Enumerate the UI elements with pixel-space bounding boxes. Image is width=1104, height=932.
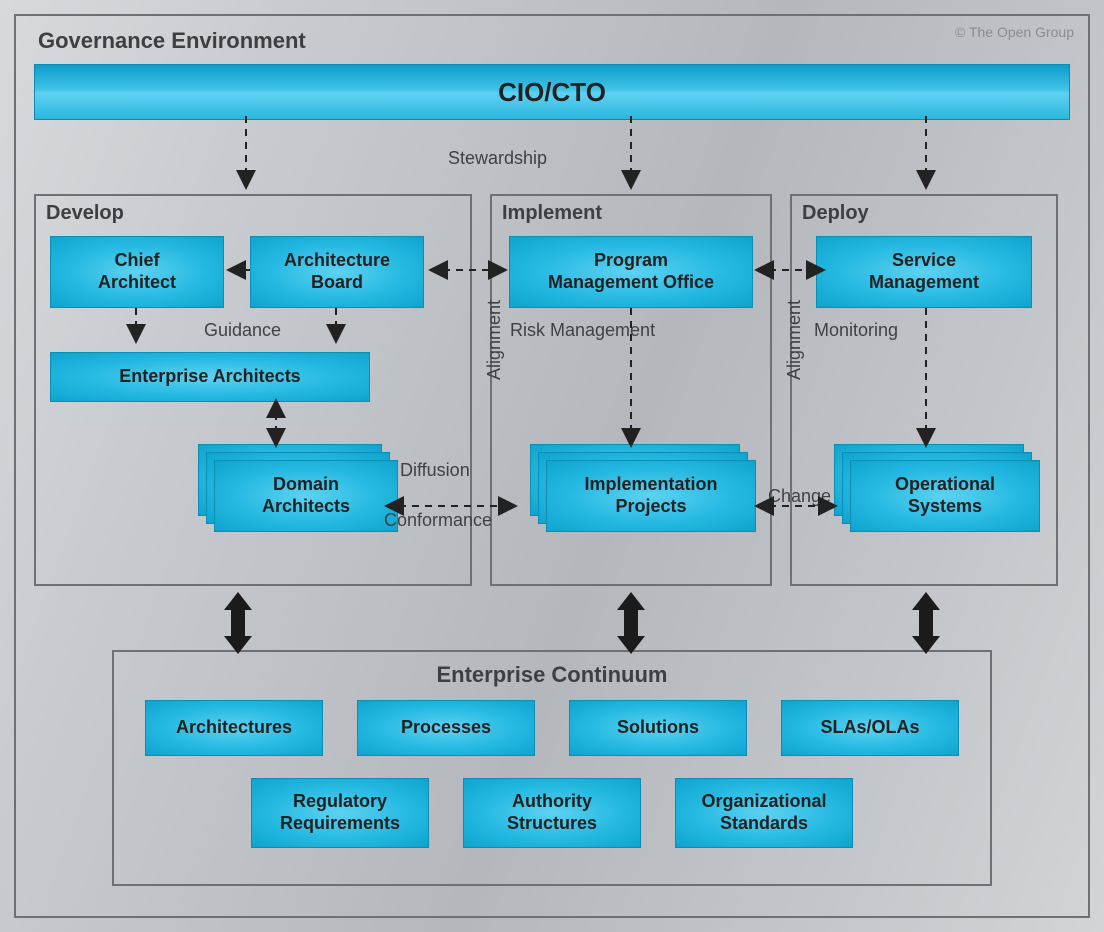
deploy-title: Deploy xyxy=(802,202,869,225)
stack-op-systems: Operational Systems xyxy=(850,460,1040,532)
node-slas-olas: SLAs/OLAs xyxy=(781,700,959,756)
middle-row: Develop Chief Architect Architecture Boa… xyxy=(34,194,1070,586)
label-guidance: Guidance xyxy=(204,320,281,341)
implement-frame: Implement Program Management Office Risk… xyxy=(490,194,772,586)
node-pmo: Program Management Office xyxy=(509,236,753,308)
node-authority: Authority Structures xyxy=(463,778,641,848)
node-impl-projects: Implementation Projects xyxy=(546,460,756,532)
node-processes: Processes xyxy=(357,700,535,756)
label-conformance: Conformance xyxy=(384,510,492,531)
node-chief-architect: Chief Architect xyxy=(50,236,224,308)
node-enterprise-architects: Enterprise Architects xyxy=(50,352,370,402)
node-org-standards: Organizational Standards xyxy=(675,778,853,848)
node-regulatory: Regulatory Requirements xyxy=(251,778,429,848)
implement-title: Implement xyxy=(502,202,602,225)
governance-frame: Governance Environment © The Open Group … xyxy=(14,14,1090,918)
continuum-row-2: Regulatory Requirements Authority Struct… xyxy=(128,778,976,848)
label-stewardship: Stewardship xyxy=(448,148,547,169)
continuum-row-1: Architectures Processes Solutions SLAs/O… xyxy=(128,700,976,756)
continuum-frame: Enterprise Continuum Architectures Proce… xyxy=(112,650,992,886)
label-monitoring: Monitoring xyxy=(814,320,898,341)
node-domain-architects: Domain Architects xyxy=(214,460,398,532)
stack-domain-architects: Domain Architects xyxy=(214,460,398,532)
label-risk: Risk Management xyxy=(510,320,655,341)
node-solutions: Solutions xyxy=(569,700,747,756)
copyright-label: © The Open Group xyxy=(955,24,1074,40)
cio-cto-banner: CIO/CTO xyxy=(34,64,1070,120)
frame-title: Governance Environment xyxy=(38,28,1070,54)
label-diffusion: Diffusion xyxy=(400,460,470,481)
node-op-systems: Operational Systems xyxy=(850,460,1040,532)
deploy-frame: Deploy Service Management Monitoring Ope… xyxy=(790,194,1058,586)
node-service-mgmt: Service Management xyxy=(816,236,1032,308)
label-alignment-2: Alignment xyxy=(784,300,805,380)
label-change: Change xyxy=(768,486,831,507)
stack-impl-projects: Implementation Projects xyxy=(546,460,756,532)
node-architectures: Architectures xyxy=(145,700,323,756)
continuum-title: Enterprise Continuum xyxy=(128,662,976,688)
develop-title: Develop xyxy=(46,202,124,225)
node-arch-board: Architecture Board xyxy=(250,236,424,308)
label-alignment-1: Alignment xyxy=(484,300,505,380)
